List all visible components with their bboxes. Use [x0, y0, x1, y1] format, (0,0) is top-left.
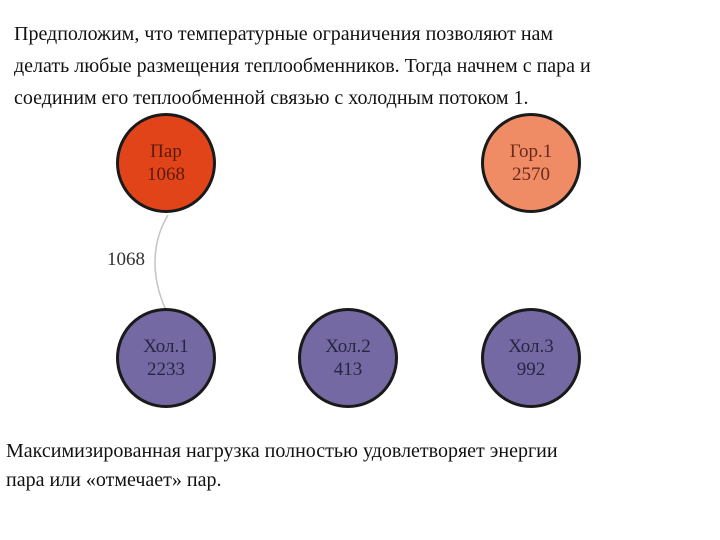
- node-steam: Пар 1068: [116, 113, 216, 213]
- link-load-label: 1068: [107, 249, 145, 270]
- node-name: Хол.2: [325, 336, 371, 357]
- summary-text: Максимизированная нагрузка полностью удо…: [6, 437, 706, 495]
- node-name: Хол.3: [508, 336, 554, 357]
- node-name: Пар: [150, 141, 182, 162]
- node-value: 992: [516, 359, 546, 380]
- node-hot-stream-1: Гор.1 2570: [481, 113, 581, 213]
- intro-line: Предположим, что температурные ограничен…: [14, 23, 554, 45]
- intro-line: соединим его теплообменной связью с холо…: [14, 87, 529, 109]
- node-cold-stream-3: Хол.3 992: [481, 308, 581, 408]
- node-value: 1068: [147, 164, 185, 185]
- summary-line: пара или «отмечает» пар.: [6, 469, 222, 491]
- summary-line: Максимизированная нагрузка полностью удо…: [6, 440, 558, 462]
- node-value: 413: [333, 359, 363, 380]
- node-name: Хол.1: [143, 336, 189, 357]
- node-cold-stream-2: Хол.2 413: [298, 308, 398, 408]
- intro-text: Предположим, что температурные ограничен…: [14, 18, 714, 114]
- node-cold-stream-1: Хол.1 2233: [116, 308, 216, 408]
- node-name: Гор.1: [509, 141, 553, 162]
- node-value: 2233: [147, 359, 185, 380]
- intro-line: делать любые размещения теплообменников.…: [14, 55, 591, 77]
- node-value: 2570: [512, 164, 550, 185]
- link-curve: [154, 214, 169, 311]
